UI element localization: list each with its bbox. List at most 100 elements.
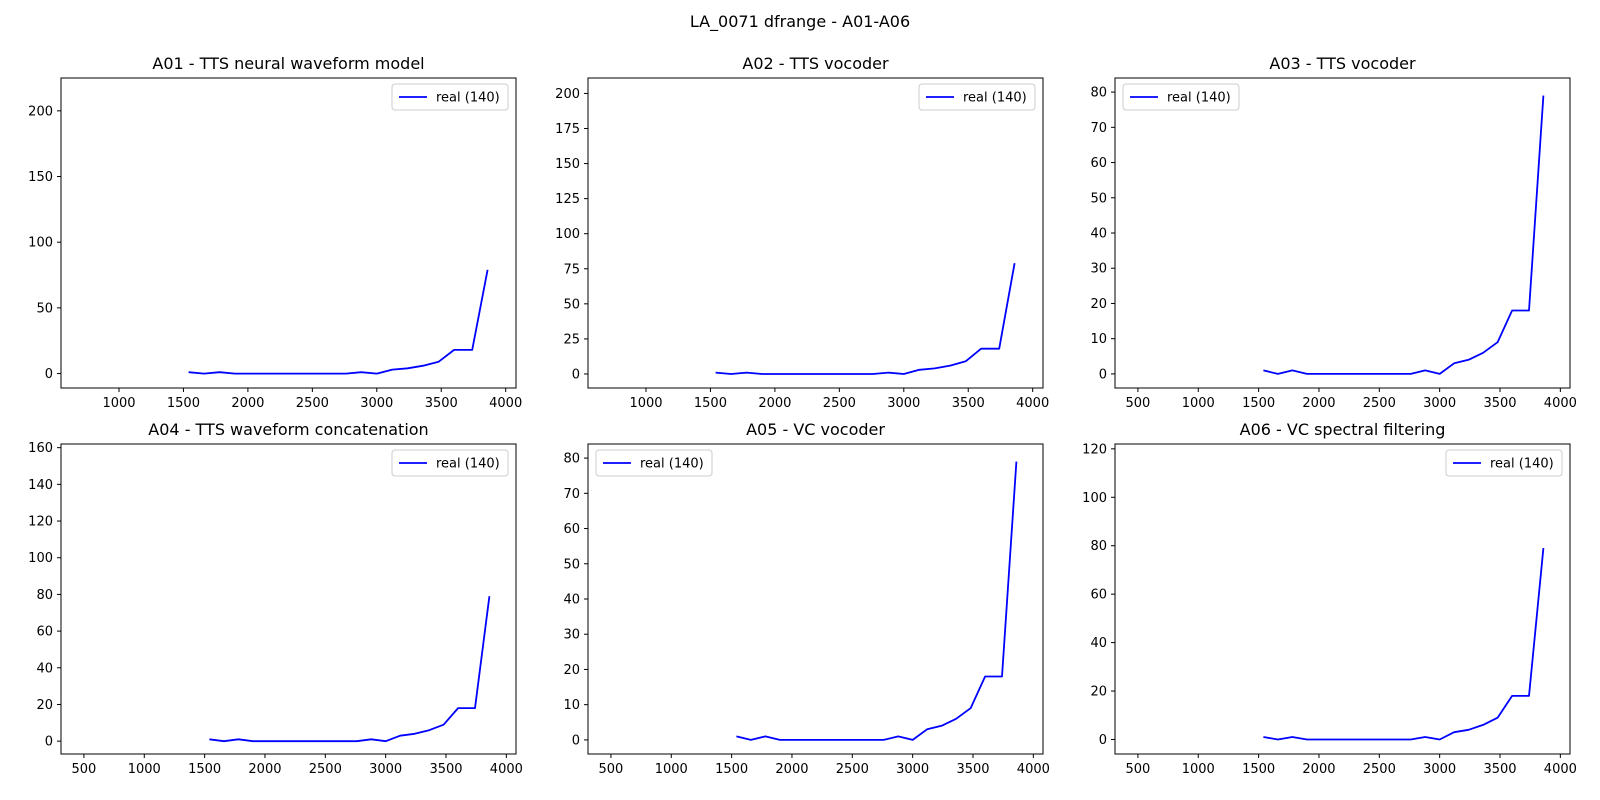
legend-box [595,449,713,477]
legend: real (140) [1122,83,1240,111]
y-tick-label: 0 [45,367,53,382]
axes-frame [1114,443,1571,755]
x-tick-label: 3500 [956,762,989,777]
x-tick-label: 4000 [1544,396,1577,411]
x-tick-label: 2500 [296,396,329,411]
y-tick-label: 140 [28,478,53,493]
axes-frame [60,443,517,755]
y-tick-label: 20 [1090,297,1107,312]
legend: real (140) [391,83,509,111]
y-tick-label: 200 [28,104,53,119]
y-tick-label: 75 [563,262,580,277]
y-tick-label: 40 [1090,636,1107,651]
x-tick-label: 3000 [360,396,393,411]
figure-title: LA_0071 dfrange - A01-A06 [689,12,911,31]
y-tick-label: 50 [563,557,580,572]
x-tick-label: 3000 [1423,396,1456,411]
legend-label: real (140) [640,457,704,472]
x-tick-label: 3000 [1423,762,1456,777]
x-tick-label: 1500 [1242,396,1275,411]
y-tick-label: 120 [1082,442,1107,457]
subplot-1: A01 - TTS neural waveform model 100 0 1500 2… [28,54,522,411]
y-tick-label: 40 [563,593,580,608]
x-tick-label: 3000 [887,396,920,411]
y-tick-label: 80 [1090,86,1107,101]
x-tick-label: 1000 [655,762,688,777]
legend-label: real (140) [1490,457,1554,472]
x-tick-label: 2500 [836,762,869,777]
x-tick-label: 1000 [1182,396,1215,411]
y-tick-label: 150 [28,170,53,185]
x-tick-label: 500 [599,762,624,777]
y-tick-label: 20 [563,663,580,678]
x-tick-label: 2500 [309,762,342,777]
x-tick-label: 3500 [425,396,458,411]
y-tick-label: 10 [1090,332,1107,347]
y-tick-label: 175 [555,122,580,137]
y-tick-label: 80 [563,452,580,467]
legend-box [1445,449,1563,477]
x-tick-label: 2000 [248,762,281,777]
x-tick-label: 2500 [823,396,856,411]
x-tick-label: 3500 [952,396,985,411]
legend-box [391,83,509,111]
y-tick-label: 125 [555,192,580,207]
legend-label: real (140) [436,457,500,472]
y-tick-label: 150 [555,157,580,172]
y-tick-label: 80 [1090,539,1107,554]
subplot-title: A02 - TTS vocoder [742,54,889,73]
y-tick-label: 20 [1090,685,1107,700]
x-tick-label: 2000 [1302,396,1335,411]
y-tick-label: 60 [36,625,53,640]
legend-label: real (140) [963,91,1027,106]
axes-frame [1114,77,1571,389]
subplot-title: A05 - VC vocoder [746,420,885,439]
legend-box [918,83,1036,111]
y-tick-label: 200 [555,87,580,102]
subplot-title: A06 - VC spectral filtering [1240,420,1446,439]
subplot-title: A04 - TTS waveform concatenation [148,420,428,439]
y-tick-label: 10 [563,698,580,713]
legend: real (140) [918,83,1036,111]
y-tick-label: 100 [28,551,53,566]
x-tick-label: 2500 [1363,762,1396,777]
subplot-title: A03 - TTS vocoder [1269,54,1416,73]
y-tick-label: 120 [28,515,53,530]
x-tick-label: 3000 [896,762,929,777]
y-tick-label: 80 [36,588,53,603]
x-tick-label: 2000 [1302,762,1335,777]
y-tick-label: 50 [36,301,53,316]
y-tick-label: 70 [1090,121,1107,136]
x-tick-label: 500 [72,762,97,777]
x-tick-label: 3500 [429,762,462,777]
y-tick-label: 25 [563,332,580,347]
y-tick-label: 100 [555,227,580,242]
y-tick-label: 20 [36,698,53,713]
x-tick-label: 1500 [167,396,200,411]
x-tick-label: 500 [1126,762,1151,777]
y-tick-label: 50 [563,297,580,312]
legend-label: real (140) [1167,91,1231,106]
y-tick-label: 30 [563,628,580,643]
y-tick-label: 100 [1082,491,1107,506]
y-tick-label: 40 [36,661,53,676]
x-tick-label: 1000 [629,396,662,411]
y-tick-label: 160 [28,441,53,456]
x-tick-label: 1500 [715,762,748,777]
subplot-title: A01 - TTS neural waveform model [152,54,424,73]
legend-label: real (140) [436,91,500,106]
y-tick-label: 60 [563,522,580,537]
legend-box [391,449,509,477]
legend: real (140) [1445,449,1563,477]
x-tick-label: 3500 [1483,396,1516,411]
series-line-real [1263,548,1545,741]
y-tick-label: 30 [1090,262,1107,277]
y-tick-label: 0 [1099,733,1107,748]
x-tick-label: 1500 [188,762,221,777]
x-tick-label: 500 [1126,396,1151,411]
y-tick-label: 100 [28,236,53,251]
legend: real (140) [391,449,509,477]
